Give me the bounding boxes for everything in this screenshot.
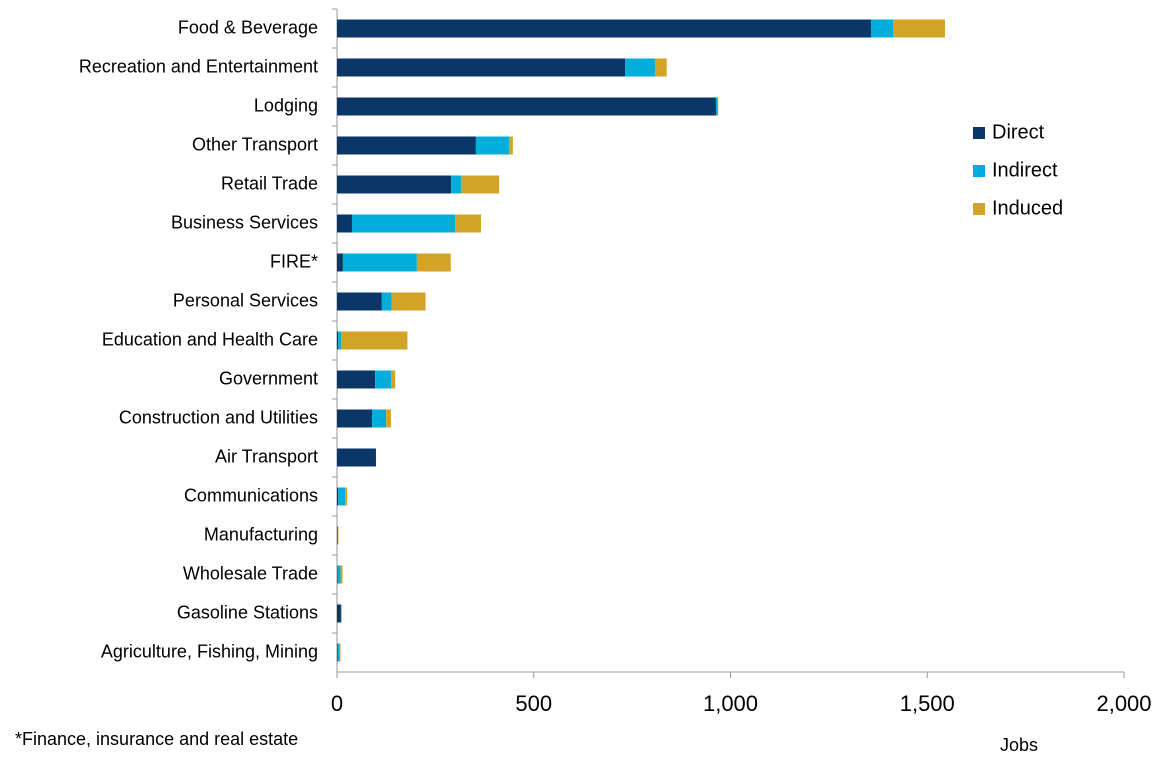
bar-segment	[508, 136, 513, 155]
bar-segment	[337, 643, 340, 662]
bar-segment	[893, 19, 945, 38]
x-tick-label: 1,000	[703, 691, 758, 716]
y-tick-label: Retail Trade	[221, 173, 318, 193]
y-tick-label: Gasoline Stations	[177, 602, 318, 622]
bar-segment	[351, 214, 456, 233]
legend-label: Indirect	[992, 159, 1058, 181]
legend-label: Direct	[992, 121, 1045, 143]
bar-segment	[337, 643, 338, 662]
bar-segment	[338, 331, 342, 350]
bar-segment	[337, 526, 339, 545]
bar-segment	[337, 409, 373, 428]
bar-segment	[337, 370, 376, 389]
bar-segment	[386, 409, 391, 428]
y-tick-label: Construction and Utilities	[119, 407, 318, 427]
bar-segment	[372, 409, 387, 428]
bar-segment	[337, 175, 452, 194]
y-tick-label: Lodging	[254, 95, 318, 115]
legend-swatch	[973, 165, 985, 177]
y-tick-label: Recreation and Entertainment	[79, 56, 318, 76]
bar-segment	[391, 292, 426, 311]
legend-label: Induced	[992, 197, 1063, 219]
legend-swatch	[973, 127, 985, 139]
bar-segment	[342, 253, 417, 272]
bar-segment	[375, 370, 392, 389]
y-tick-label: Personal Services	[173, 290, 318, 310]
y-tick-label: Food & Beverage	[178, 17, 318, 37]
bar-segment	[340, 565, 343, 584]
y-tick-label: Business Services	[171, 212, 318, 232]
x-tick-label: 500	[515, 691, 552, 716]
bar-segment	[870, 19, 894, 38]
bar-segment	[337, 487, 339, 506]
bar-segment	[337, 331, 339, 350]
bar-segment	[381, 292, 392, 311]
x-tick-label: 0	[331, 691, 343, 716]
x-tick-label: 2,000	[1096, 691, 1151, 716]
bar-segment	[337, 58, 626, 77]
bar-segment	[337, 19, 871, 38]
legend-swatch	[973, 203, 985, 215]
bar-segment	[339, 643, 341, 662]
bar-segment	[337, 253, 343, 272]
y-tick-label: Education and Health Care	[102, 329, 318, 349]
bar-segment	[460, 175, 500, 194]
bar-segment	[345, 487, 348, 506]
y-tick-label: Government	[219, 368, 318, 388]
bar-segment	[475, 136, 509, 155]
bar-segment	[391, 370, 396, 389]
y-tick-label: Other Transport	[192, 134, 318, 154]
bar-segment	[337, 565, 341, 584]
bar-segment	[337, 214, 352, 233]
bar-segment	[717, 97, 719, 116]
bar-segment	[416, 253, 451, 272]
y-tick-label: Air Transport	[215, 446, 318, 466]
x-tick-label: 1,500	[900, 691, 955, 716]
y-tick-label: FIRE*	[270, 251, 318, 271]
y-tick-label: Manufacturing	[204, 524, 318, 544]
bar-segment	[451, 175, 461, 194]
bar-segment	[338, 487, 346, 506]
x-axis-label: Jobs	[1000, 735, 1038, 755]
bar-segment	[455, 214, 482, 233]
bar-segment	[337, 604, 341, 623]
y-tick-label: Agriculture, Fishing, Mining	[101, 641, 318, 661]
bar-segment	[341, 331, 408, 350]
y-tick-label: Wholesale Trade	[183, 563, 318, 583]
bar-segment	[715, 97, 718, 116]
bar-segment	[337, 136, 476, 155]
bar-segment	[654, 58, 667, 77]
footnote: *Finance, insurance and real estate	[15, 729, 298, 749]
bar-segment	[625, 58, 655, 77]
bar-segment	[337, 292, 382, 311]
bar-segment	[337, 97, 716, 116]
y-tick-label: Communications	[184, 485, 318, 505]
bar-segment	[337, 448, 376, 467]
